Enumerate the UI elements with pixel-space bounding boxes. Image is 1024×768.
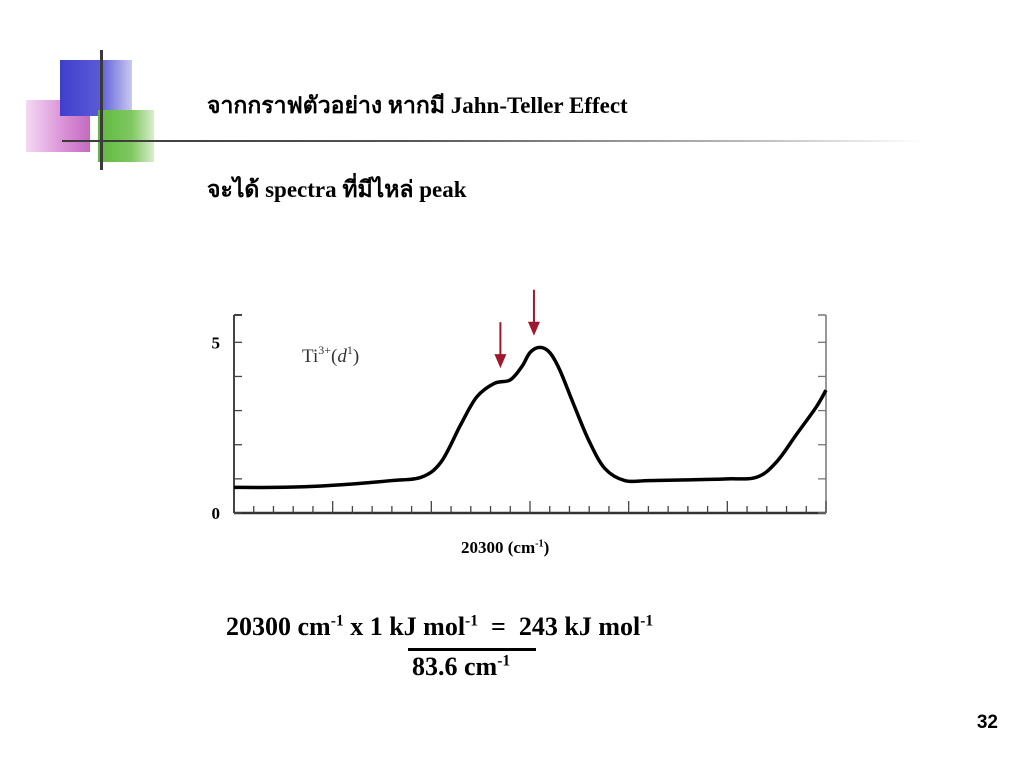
energy-conversion-equation: 20300 cm-1 x 1 kJ mol-1 = 243 kJ mol-1: [226, 612, 654, 641]
spectrum-series-line: [233, 345, 828, 490]
peak-arrow: [494, 322, 507, 369]
y-tick-label: 5: [212, 333, 221, 352]
page-number: 32: [976, 712, 998, 733]
equation-numerator: 1 kJ mol: [369, 612, 466, 641]
peak-arrow: [527, 289, 540, 336]
fraction-bar: [408, 648, 536, 651]
slide-title-line-2: จะได้ spectra ที่มีไหล่ peak: [207, 177, 467, 202]
ion-annotation: Ti3+(d1): [302, 343, 359, 367]
equation-denominator: 83.6 cm-1: [412, 652, 511, 681]
decorative-green-block: [98, 110, 154, 162]
slide-title-line-1: จากกราฟตัวอย่าง หากมี Jahn-Teller Effect: [207, 93, 628, 118]
equation-left: 20300 cm: [226, 612, 331, 641]
x-axis-label: 20300 (cm-1): [461, 538, 550, 557]
peak-arrow-head: [494, 354, 507, 369]
peak-arrows: [494, 289, 540, 369]
chart-ticks: [233, 341, 827, 514]
absorption-spectrum-chart: 05 Ti3+(d1): [212, 289, 828, 523]
peak-arrow-head: [527, 321, 540, 336]
y-tick-label: 0: [212, 504, 221, 523]
equation-result: 243 kJ mol: [518, 612, 641, 641]
decorative-blue-block: [60, 60, 132, 116]
y-tick-labels: 05: [212, 333, 221, 523]
decorative-vertical-line: [100, 50, 103, 170]
title-divider: [62, 140, 922, 142]
